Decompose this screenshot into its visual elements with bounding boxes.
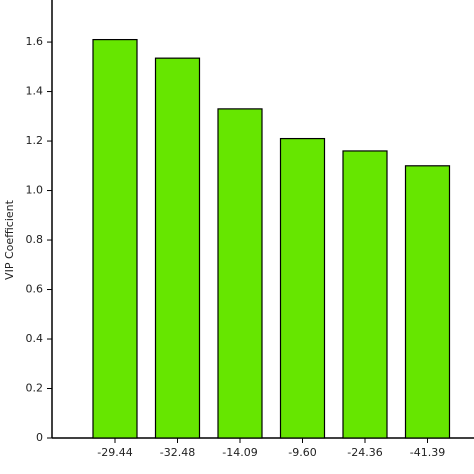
y-tick-label: 1.4 xyxy=(26,85,44,98)
y-tick-label: 0.6 xyxy=(26,283,44,296)
y-tick-label: 0.2 xyxy=(26,382,44,395)
x-tick-label: -29.44 xyxy=(97,446,132,459)
bar xyxy=(404,165,451,439)
x-tick-label: -14.09 xyxy=(222,446,257,459)
y-axis-label: VIP Coefficient xyxy=(3,199,16,280)
x-tick-label: -41.39 xyxy=(410,446,445,459)
x-tick-label: -9.60 xyxy=(288,446,316,459)
x-tick-label: -24.36 xyxy=(347,446,382,459)
y-tick-label: 1.0 xyxy=(26,184,44,197)
bar xyxy=(217,108,263,439)
bar xyxy=(92,38,138,439)
bar xyxy=(154,57,201,439)
y-tick-label: 1.2 xyxy=(26,134,44,147)
bar xyxy=(279,137,326,439)
y-tick-label: 0.4 xyxy=(26,332,44,345)
bar xyxy=(342,150,388,439)
y-tick-label: 0.8 xyxy=(26,233,44,246)
y-tick-label: 1.6 xyxy=(26,35,44,48)
y-tick-label: 0 xyxy=(36,431,43,444)
x-tick-label: -32.48 xyxy=(160,446,195,459)
